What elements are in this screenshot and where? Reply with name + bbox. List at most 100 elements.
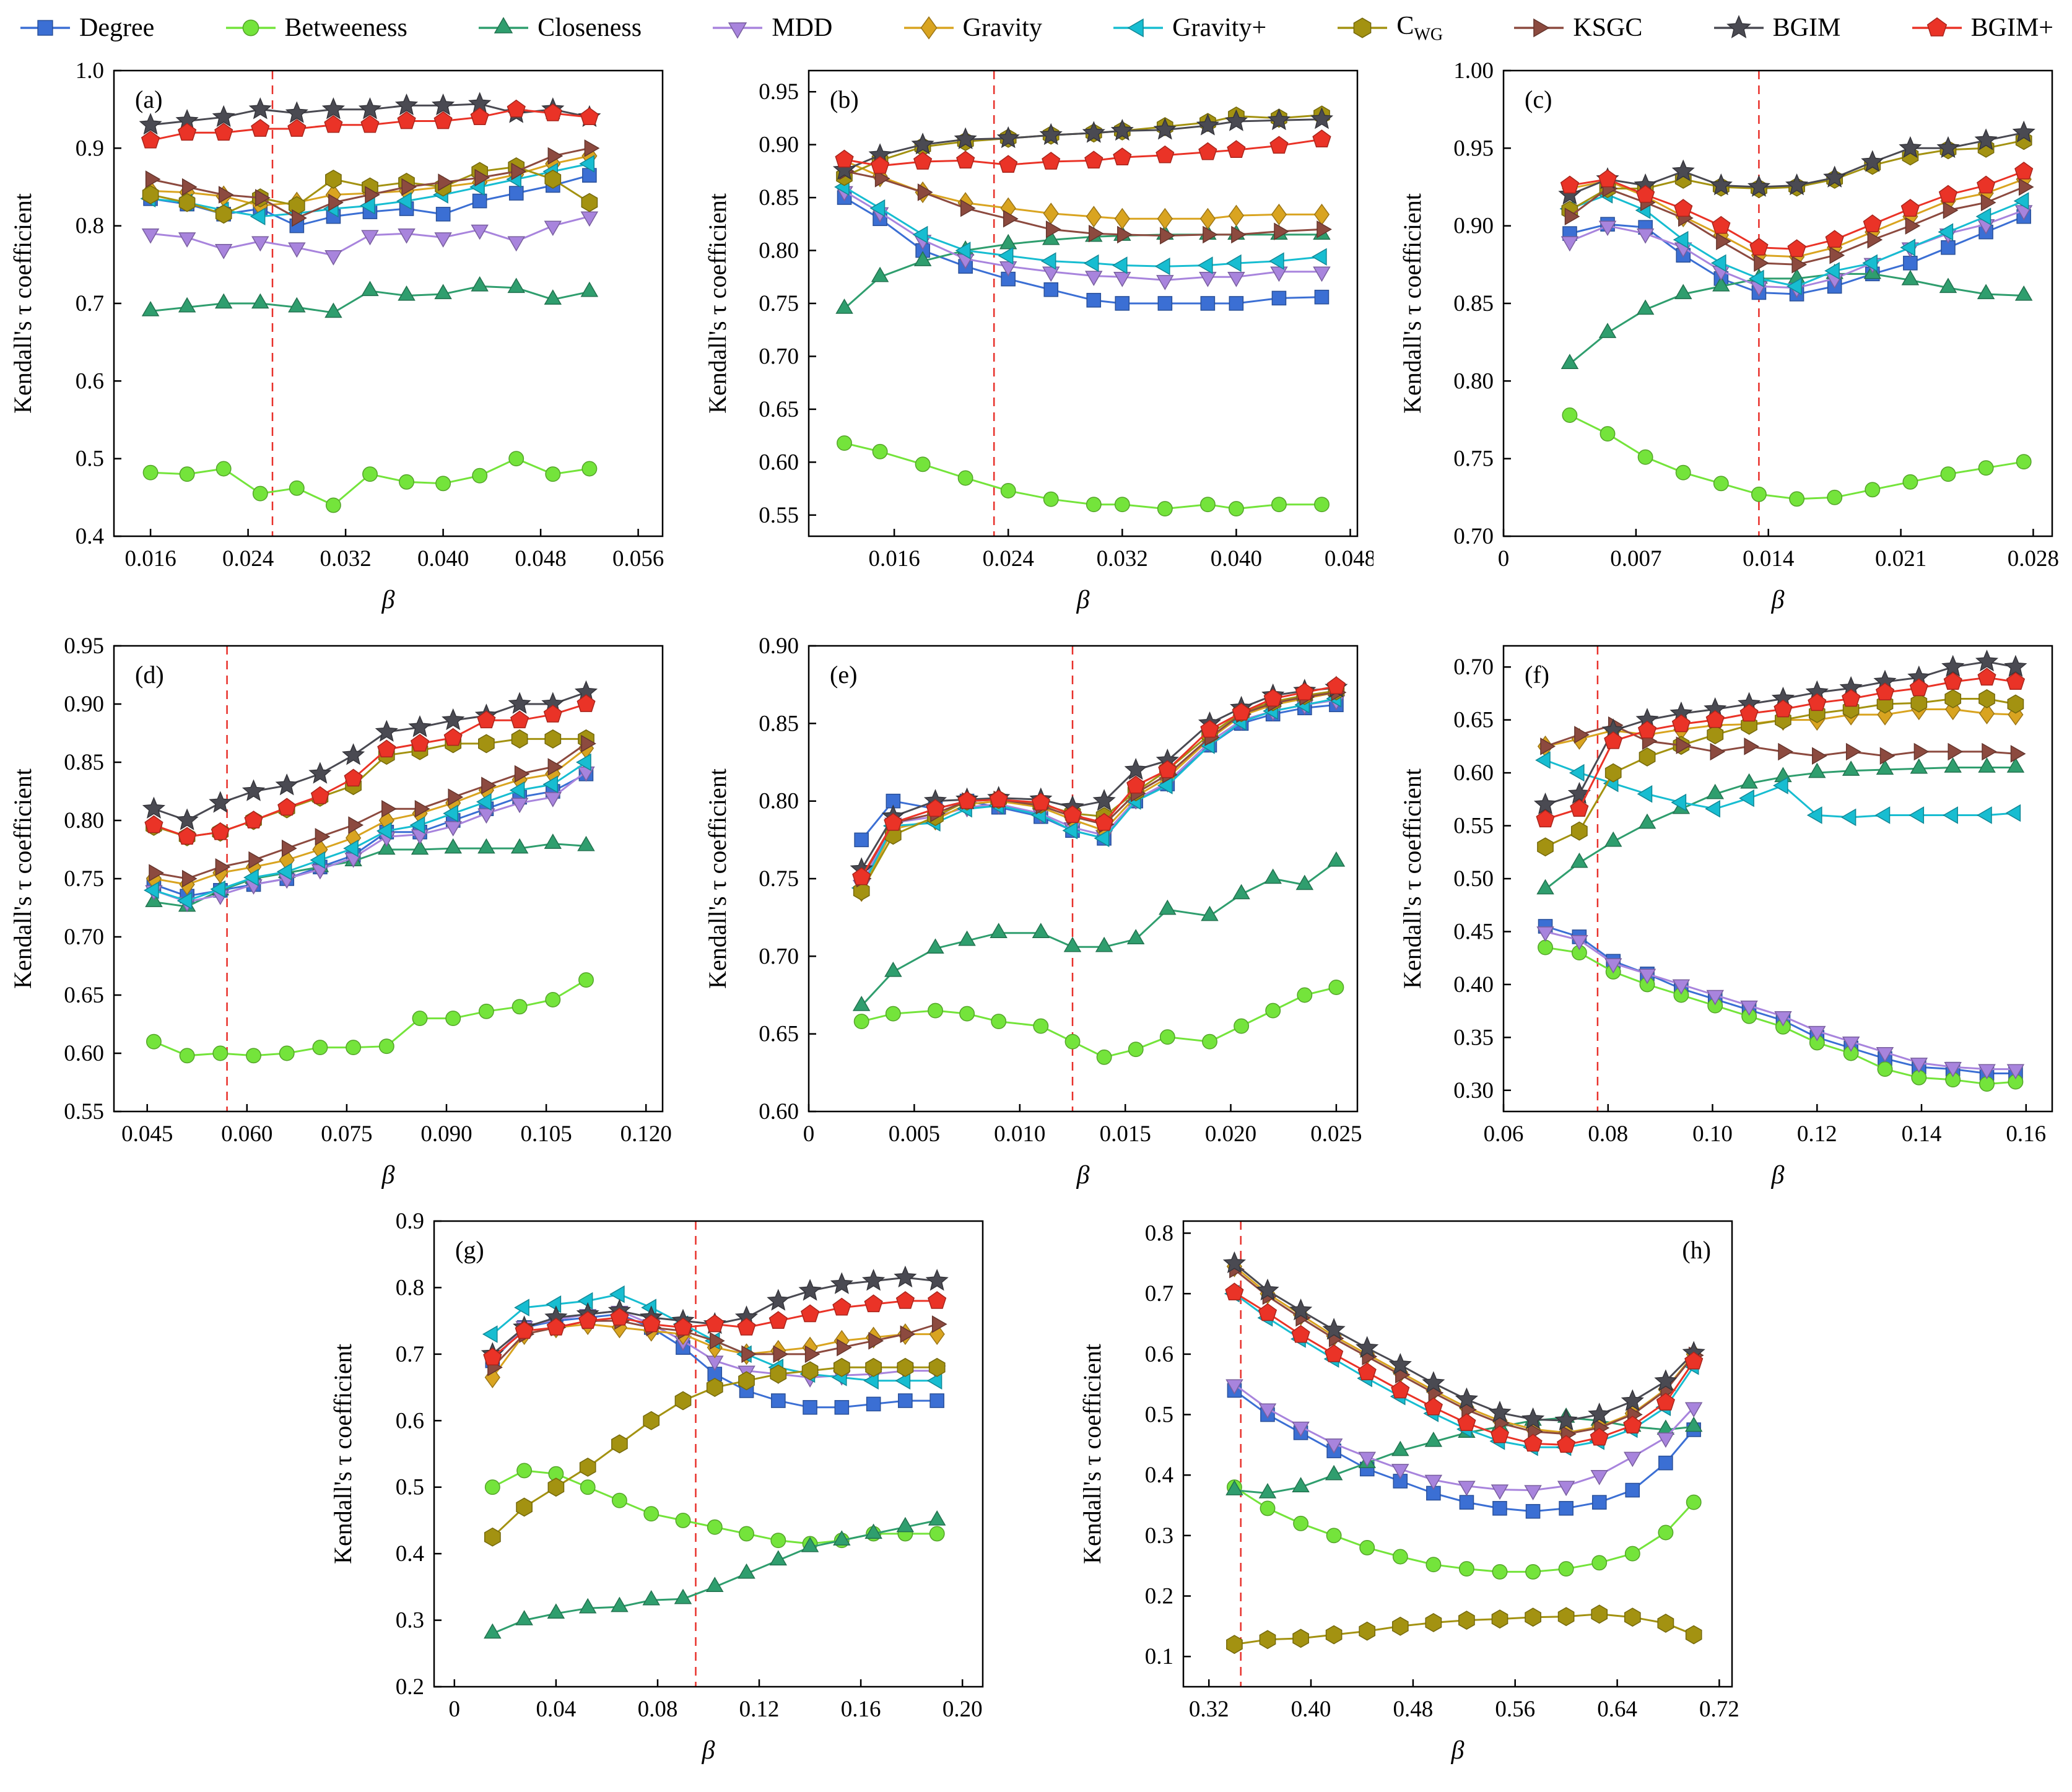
series-BGIM+-marker bbox=[1604, 731, 1623, 749]
series-BGIM+-marker bbox=[768, 1311, 788, 1329]
series-Closeness-marker bbox=[141, 301, 160, 316]
series-MDD-marker bbox=[1358, 1451, 1377, 1468]
legend-marker-Closeness bbox=[494, 17, 513, 33]
series-BGIM-marker bbox=[1554, 1408, 1578, 1431]
series-BGIM+-marker bbox=[507, 99, 526, 118]
series-CWG-marker bbox=[801, 1361, 819, 1381]
x-tick-label: 0.014 bbox=[1743, 546, 1794, 572]
series-Closeness-marker bbox=[1424, 1432, 1443, 1447]
series-CWG-marker bbox=[1537, 837, 1554, 857]
x-tick-label: 0.024 bbox=[222, 546, 274, 572]
series-BGIM-marker bbox=[139, 113, 162, 135]
series-Betweeness-marker bbox=[2016, 454, 2032, 470]
series-Closeness-marker bbox=[507, 277, 526, 294]
x-tick-label: 0.06 bbox=[1484, 1121, 1524, 1147]
legend-marker-MDD bbox=[728, 22, 747, 39]
series-MDD-marker bbox=[1227, 272, 1245, 287]
series-BGIM+-marker bbox=[344, 768, 363, 787]
series-BGIM+-marker bbox=[1312, 129, 1331, 147]
series-KSGC-marker bbox=[874, 170, 890, 188]
y-tick-label: 0.85 bbox=[64, 750, 104, 775]
series-Betweeness-marker bbox=[545, 992, 561, 1007]
legend-item-KSGC: KSGC bbox=[1512, 13, 1642, 43]
series-MDD-marker bbox=[1808, 1025, 1826, 1042]
y-tick-label: 0.1 bbox=[1145, 1644, 1173, 1669]
series-Betweeness-marker bbox=[179, 1048, 195, 1064]
subplot-label: (c) bbox=[1525, 85, 1552, 113]
y-tick-label: 0.90 bbox=[759, 633, 799, 659]
series-Closeness-marker bbox=[1598, 323, 1617, 338]
series-KSGC-marker bbox=[1812, 747, 1827, 765]
y-axis-label: Kendall's τ coefficient bbox=[1398, 193, 1426, 414]
series-BGIM+-marker bbox=[999, 155, 1018, 173]
series-Degree-marker bbox=[1525, 1503, 1541, 1519]
series-CWG-marker bbox=[544, 170, 562, 189]
series-BGIM-marker bbox=[954, 127, 977, 149]
series-CWG-marker bbox=[142, 185, 159, 204]
subplot-a: 0.016 0.024 0.032 0.040 0.048 0.056 0.4 0.5 0.6 0… bbox=[4, 54, 679, 627]
series-BGIM-marker bbox=[1224, 109, 1248, 131]
series-CWG-marker bbox=[1570, 821, 1588, 841]
series-CWG-marker bbox=[1359, 1621, 1376, 1641]
y-tick-label: 0.70 bbox=[64, 924, 104, 950]
series-MDD-marker bbox=[1458, 1481, 1476, 1497]
series-Closeness-marker bbox=[580, 281, 599, 297]
series-MDD-marker bbox=[510, 798, 529, 814]
series-KSGC-marker bbox=[1980, 193, 1996, 212]
series-CWG-marker bbox=[1639, 747, 1656, 767]
series-Closeness-marker bbox=[411, 839, 429, 855]
series-Closeness-marker bbox=[926, 938, 944, 954]
series-Gravity+-marker bbox=[1975, 207, 1991, 225]
series-Closeness-marker bbox=[769, 1550, 787, 1566]
series-CWG-marker bbox=[1425, 1613, 1442, 1632]
series-Betweeness-marker bbox=[1562, 407, 1578, 423]
legend-marker-Gravity+ bbox=[1127, 18, 1144, 38]
series-KSGC-marker bbox=[773, 1345, 789, 1364]
legend-triangle-right-icon bbox=[1514, 18, 1564, 38]
y-tick-label: 0.65 bbox=[64, 983, 104, 1008]
x-tick-label: 0.005 bbox=[889, 1121, 940, 1147]
series-MDD-marker bbox=[1842, 1036, 1860, 1052]
subplot-b: 0.016 0.024 0.032 0.040 0.048 0.55 0.60 0.65 0.7… bbox=[699, 54, 1376, 627]
series-BGIM-marker bbox=[175, 808, 199, 830]
y-tick-label: 0.90 bbox=[759, 133, 799, 158]
series-MDD-marker bbox=[1270, 266, 1288, 282]
series-BGIM-marker bbox=[1267, 108, 1291, 131]
y-tick-label: 0.65 bbox=[759, 1022, 799, 1047]
legend-label-Closeness: Closeness bbox=[538, 14, 642, 42]
series-BGIM-marker bbox=[1196, 113, 1219, 136]
series-KSGC-marker bbox=[1905, 217, 1921, 235]
series-MDD-marker bbox=[1557, 1481, 1575, 1497]
series-CWG-marker bbox=[1391, 1616, 1409, 1636]
series-CWG-marker bbox=[178, 193, 196, 212]
series-Betweeness-marker bbox=[1978, 460, 1994, 476]
y-tick-label: 0.60 bbox=[1453, 760, 1494, 786]
series-CWG-marker bbox=[1624, 1607, 1641, 1627]
subplot-g-svg: 0 0.04 0.08 0.12 0.16 0.20 0.2 0.3 0.4 0.5 0.6 0.7 0… bbox=[329, 1209, 984, 1765]
series-BGIM-marker bbox=[342, 743, 365, 765]
series-Degree-line bbox=[1545, 925, 2016, 1074]
series-Betweeness-marker bbox=[1159, 1029, 1175, 1045]
series-BGIM-marker bbox=[1153, 118, 1177, 140]
legend-star-icon bbox=[1713, 15, 1764, 38]
series-KSGC-marker bbox=[381, 800, 397, 818]
series-Gravity-marker bbox=[1228, 204, 1245, 227]
x-tick-label: 0.032 bbox=[1097, 546, 1148, 572]
series-Closeness-marker bbox=[1977, 284, 1995, 300]
series-Closeness-marker bbox=[958, 930, 976, 946]
series-Betweeness-marker bbox=[739, 1526, 754, 1542]
charts-row-3: 0 0.04 0.08 0.12 0.16 0.20 0.2 0.3 0.4 0.5 0.6 0.7 0… bbox=[0, 1205, 2072, 1778]
series-KSGC-marker bbox=[1117, 225, 1133, 244]
series-Gravity+-marker bbox=[1824, 262, 1840, 280]
series-BGIM+-marker bbox=[1063, 805, 1082, 824]
series-Degree-marker bbox=[1115, 296, 1130, 311]
series-CWG-marker bbox=[581, 193, 598, 212]
axes-box bbox=[113, 69, 664, 537]
series-Closeness-marker bbox=[444, 838, 463, 854]
series-BGIM-marker bbox=[1936, 136, 1960, 159]
series-BGIM-marker bbox=[798, 1279, 822, 1301]
series-MDD-line bbox=[1545, 931, 2016, 1071]
series-MDD-marker bbox=[1391, 1464, 1409, 1479]
series-Gravity+-marker bbox=[1637, 785, 1653, 803]
series-Closeness-marker bbox=[1570, 852, 1588, 868]
